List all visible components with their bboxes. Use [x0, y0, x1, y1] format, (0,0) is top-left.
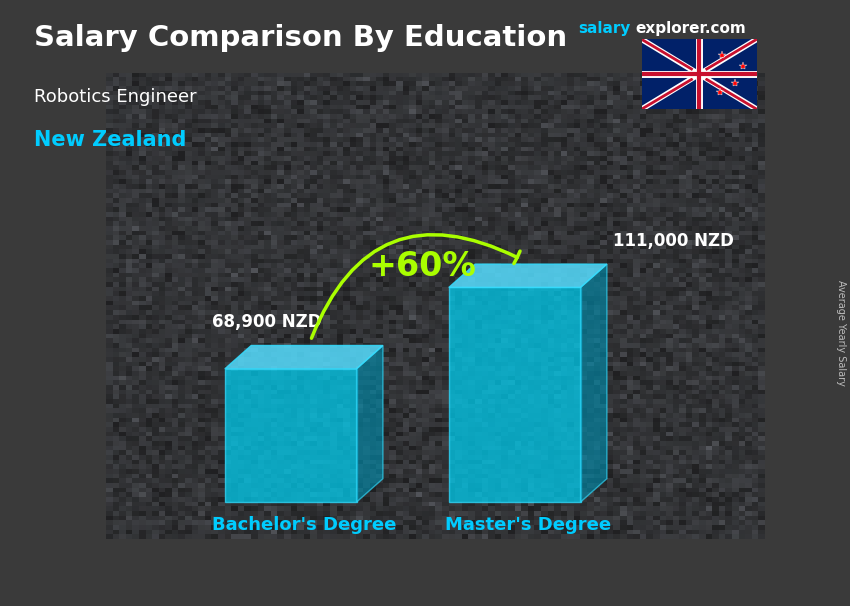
- Text: Robotics Engineer: Robotics Engineer: [34, 88, 196, 106]
- Text: salary: salary: [578, 21, 631, 36]
- Text: Salary Comparison By Education: Salary Comparison By Education: [34, 24, 567, 52]
- Text: Average Yearly Salary: Average Yearly Salary: [836, 281, 846, 386]
- Polygon shape: [224, 345, 382, 369]
- Polygon shape: [581, 264, 607, 502]
- Text: New Zealand: New Zealand: [34, 130, 186, 150]
- Polygon shape: [642, 39, 756, 109]
- Polygon shape: [224, 369, 357, 502]
- Text: Master's Degree: Master's Degree: [445, 516, 611, 534]
- Text: explorer.com: explorer.com: [636, 21, 746, 36]
- Polygon shape: [357, 345, 382, 502]
- Text: +60%: +60%: [369, 250, 476, 282]
- Text: 68,900 NZD: 68,900 NZD: [212, 313, 321, 331]
- Polygon shape: [449, 287, 581, 502]
- Text: 111,000 NZD: 111,000 NZD: [614, 232, 734, 250]
- Text: Bachelor's Degree: Bachelor's Degree: [212, 516, 396, 534]
- Polygon shape: [449, 264, 607, 287]
